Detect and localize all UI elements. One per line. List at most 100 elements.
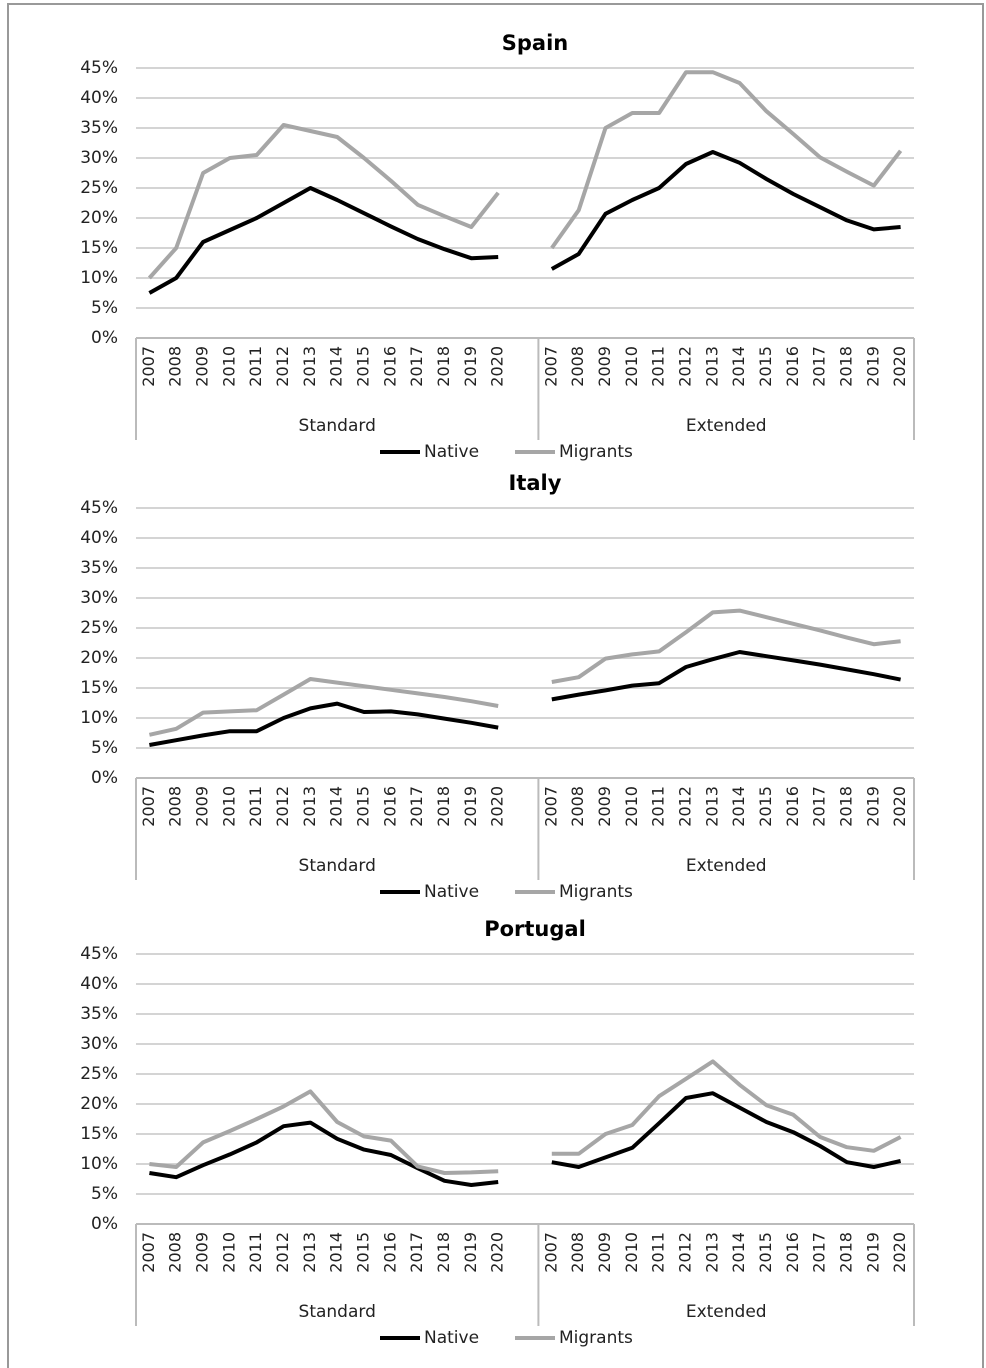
x-tick-label: 2011 <box>246 346 265 387</box>
y-tick-label: 5% <box>91 738 118 758</box>
y-tick-label: 40% <box>80 974 118 994</box>
x-tick-label: 2007 <box>541 1232 560 1273</box>
legend-label: Native <box>424 442 479 462</box>
x-tick-label: 2012 <box>675 346 694 387</box>
legend-label: Migrants <box>559 1328 633 1348</box>
chart-title: Spain <box>502 31 568 55</box>
x-tick-label: 2020 <box>890 1232 909 1273</box>
y-tick-label: 40% <box>80 88 118 108</box>
x-tick-label: 2011 <box>649 346 668 387</box>
group-label: Standard <box>299 416 376 436</box>
y-tick-label: 5% <box>91 298 118 318</box>
y-tick-label: 40% <box>80 528 118 548</box>
x-tick-label: 2008 <box>166 1232 185 1273</box>
x-tick-label: 2017 <box>810 346 829 387</box>
x-tick-label: 2020 <box>890 786 909 827</box>
x-tick-label: 2011 <box>649 1232 668 1273</box>
x-tick-label: 2009 <box>595 786 614 827</box>
x-tick-label: 2014 <box>729 346 748 387</box>
legend-label: Migrants <box>559 882 633 902</box>
frame <box>7 3 984 1368</box>
x-tick-label: 2017 <box>407 786 426 827</box>
x-tick-label: 2016 <box>380 786 399 827</box>
x-tick-label: 2013 <box>702 1232 721 1273</box>
group-label: Extended <box>686 1302 767 1322</box>
x-tick-label: 2012 <box>273 1232 292 1273</box>
x-tick-label: 2010 <box>219 1232 238 1273</box>
x-tick-label: 2012 <box>675 786 694 827</box>
x-tick-label: 2011 <box>246 786 265 827</box>
group-label: Standard <box>299 856 376 876</box>
x-tick-label: 2014 <box>327 346 346 387</box>
x-tick-label: 2017 <box>407 346 426 387</box>
x-tick-label: 2012 <box>273 786 292 827</box>
y-tick-label: 35% <box>80 1004 118 1024</box>
x-tick-label: 2015 <box>354 786 373 827</box>
x-tick-label: 2016 <box>783 346 802 387</box>
y-tick-label: 35% <box>80 118 118 138</box>
x-tick-label: 2009 <box>595 346 614 387</box>
x-tick-label: 2008 <box>166 346 185 387</box>
x-tick-label: 2015 <box>756 1232 775 1273</box>
x-tick-label: 2019 <box>863 1232 882 1273</box>
x-tick-label: 2007 <box>541 346 560 387</box>
x-tick-label: 2017 <box>407 1232 426 1273</box>
x-tick-label: 2014 <box>729 786 748 827</box>
x-tick-label: 2009 <box>595 1232 614 1273</box>
group-label: Standard <box>299 1302 376 1322</box>
y-tick-label: 15% <box>80 238 118 258</box>
x-tick-label: 2018 <box>836 1232 855 1273</box>
x-tick-label: 2008 <box>166 786 185 827</box>
series-line <box>149 1091 902 1187</box>
x-tick-label: 2015 <box>354 346 373 387</box>
x-tick-label: 2011 <box>649 786 668 827</box>
x-tick-label: 2018 <box>434 786 453 827</box>
x-tick-label: 2016 <box>783 1232 802 1273</box>
x-tick-label: 2009 <box>193 1232 212 1273</box>
y-tick-label: 25% <box>80 618 118 638</box>
x-tick-label: 2020 <box>488 786 507 827</box>
y-tick-label: 45% <box>80 498 118 518</box>
y-tick-label: 0% <box>91 328 118 348</box>
x-tick-label: 2014 <box>729 1232 748 1273</box>
series-line <box>147 70 903 280</box>
x-tick-label: 2015 <box>756 786 775 827</box>
chart-title: Italy <box>509 471 562 495</box>
x-tick-label: 2007 <box>139 786 158 827</box>
x-tick-label: 2017 <box>810 1232 829 1273</box>
x-tick-label: 2009 <box>193 346 212 387</box>
y-tick-label: 25% <box>80 178 118 198</box>
y-tick-label: 30% <box>80 148 118 168</box>
y-tick-label: 30% <box>80 1034 118 1054</box>
x-tick-label: 2010 <box>219 346 238 387</box>
x-tick-label: 2020 <box>890 346 909 387</box>
y-tick-label: 45% <box>80 944 118 964</box>
series-line <box>149 1059 902 1175</box>
x-tick-label: 2015 <box>354 1232 373 1273</box>
x-tick-label: 2020 <box>488 346 507 387</box>
y-tick-label: 30% <box>80 588 118 608</box>
y-tick-label: 20% <box>80 648 118 668</box>
y-tick-label: 20% <box>80 1094 118 1114</box>
group-label: Extended <box>686 416 767 436</box>
x-tick-label: 2019 <box>461 346 480 387</box>
group-label: Extended <box>686 856 767 876</box>
x-tick-label: 2008 <box>568 786 587 827</box>
y-tick-label: 45% <box>80 58 118 78</box>
series-line <box>148 608 901 737</box>
y-tick-label: 35% <box>80 558 118 578</box>
y-tick-label: 0% <box>91 768 118 788</box>
x-tick-label: 2013 <box>702 346 721 387</box>
x-tick-label: 2013 <box>300 1232 319 1273</box>
x-tick-label: 2012 <box>273 346 292 387</box>
x-tick-label: 2019 <box>863 346 882 387</box>
series-line <box>149 650 901 747</box>
x-tick-label: 2020 <box>488 1232 507 1273</box>
x-tick-label: 2017 <box>810 786 829 827</box>
x-tick-label: 2009 <box>193 786 212 827</box>
x-tick-label: 2016 <box>783 786 802 827</box>
x-tick-label: 2013 <box>702 786 721 827</box>
legend-label: Migrants <box>559 442 633 462</box>
